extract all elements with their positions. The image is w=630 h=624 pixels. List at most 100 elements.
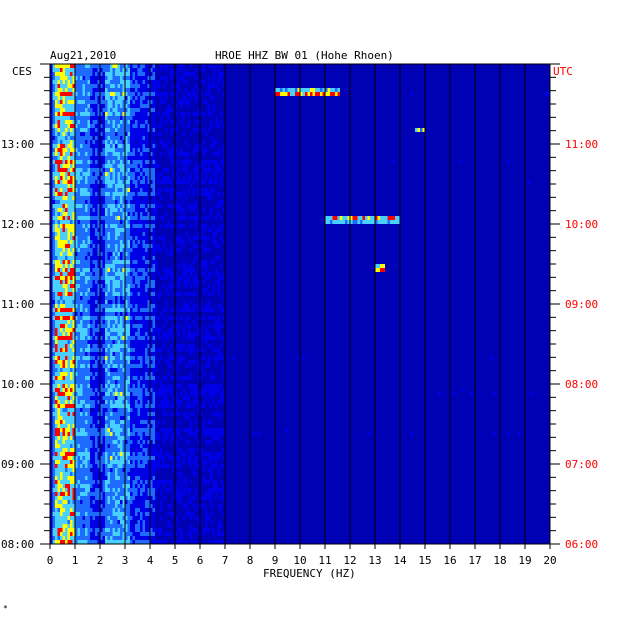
spectrogram-cell — [70, 148, 73, 152]
spectrogram-cell — [160, 76, 163, 80]
spectrogram-cell — [105, 268, 108, 272]
spectrogram-cell — [145, 308, 148, 312]
spectrogram-cell — [205, 384, 208, 388]
spectrogram-cell — [185, 72, 188, 76]
spectrogram-cell — [150, 256, 153, 260]
spectrogram-cell — [160, 140, 163, 144]
spectrogram-cell — [87, 264, 90, 268]
spectrogram-cell — [132, 264, 135, 268]
spectrogram-cell — [132, 88, 135, 92]
spectrogram-cell — [130, 372, 133, 376]
spectrogram-cell — [160, 152, 163, 156]
spectrogram-cell — [107, 300, 110, 304]
spectrogram-cell — [202, 64, 205, 68]
spectrogram-cell — [85, 280, 88, 284]
spectrogram-cell — [132, 116, 135, 120]
spectrogram-cell — [200, 188, 203, 192]
spectrogram-cell — [75, 272, 78, 276]
spectrogram-cell — [130, 192, 133, 196]
spectrogram-cell — [52, 276, 55, 280]
spectrogram-cell — [60, 292, 63, 296]
spectrogram-cell — [85, 276, 88, 280]
spectrogram-cell — [142, 172, 145, 176]
spectrogram-cell — [117, 100, 120, 104]
spectrogram-cell — [115, 84, 118, 88]
spectrogram-cell — [142, 432, 145, 436]
spectrogram-cell — [95, 80, 98, 84]
spectrogram-cell — [195, 168, 198, 172]
spectrogram-cell — [192, 304, 195, 308]
spectrogram-cell — [185, 392, 188, 396]
spectrogram-cell — [122, 384, 125, 388]
spectrogram-cell — [62, 304, 65, 308]
spectrogram-cell — [102, 212, 105, 216]
spectrogram-cell — [125, 292, 128, 296]
spectrogram-cell — [57, 140, 60, 144]
spectrogram-cell — [135, 312, 138, 316]
spectrogram-cell — [125, 100, 128, 104]
spectrogram-cell — [150, 320, 153, 324]
spectrogram-cell — [222, 92, 225, 96]
spectrogram-cell — [115, 188, 118, 192]
spectrogram-cell — [147, 308, 150, 312]
spectrogram-cell — [67, 104, 70, 108]
spectrogram-cell — [282, 92, 285, 96]
spectrogram-cell — [180, 308, 183, 312]
spectrogram-cell — [70, 180, 73, 184]
spectrogram-cell — [140, 184, 143, 188]
spectrogram-cell — [77, 92, 80, 96]
spectrogram-cell — [85, 336, 88, 340]
spectrogram-cell — [65, 120, 68, 124]
spectrogram-cell — [117, 400, 120, 404]
spectrogram-cell — [100, 212, 103, 216]
spectrogram-cell — [120, 168, 123, 172]
spectrogram-cell — [80, 248, 83, 252]
spectrogram-cell — [82, 208, 85, 212]
spectrogram-cell — [145, 328, 148, 332]
spectrogram-cell — [145, 160, 148, 164]
spectrogram-cell — [320, 88, 323, 92]
spectrogram-cell — [60, 96, 63, 100]
spectrogram-cell — [140, 372, 143, 376]
spectrogram-cell — [200, 344, 203, 348]
spectrogram-cell — [120, 268, 123, 272]
spectrogram-cell — [202, 400, 205, 404]
spectrogram-cell — [132, 260, 135, 264]
spectrogram-cell — [127, 392, 130, 396]
spectrogram-cell — [85, 396, 88, 400]
spectrogram-cell — [462, 388, 465, 392]
spectrogram-cell — [60, 412, 63, 416]
spectrogram-cell — [55, 88, 58, 92]
spectrogram-cell — [65, 236, 68, 240]
spectrogram-cell — [140, 208, 143, 212]
spectrogram-cell — [195, 92, 198, 96]
spectrogram-cell — [62, 280, 65, 284]
spectrogram-cell — [222, 396, 225, 400]
spectrogram-cell — [357, 220, 360, 224]
spectrogram-cell — [62, 256, 65, 260]
spectrogram-cell — [130, 276, 133, 280]
spectrogram-cell — [147, 184, 150, 188]
spectrogram-cell — [195, 76, 198, 80]
spectrogram-cell — [70, 124, 73, 128]
spectrogram-cell — [112, 272, 115, 276]
spectrogram-cell — [110, 140, 113, 144]
spectrogram-cell — [210, 396, 213, 400]
spectrogram-cell — [120, 420, 123, 424]
spectrogram-cell — [207, 76, 210, 80]
spectrogram-cell — [115, 336, 118, 340]
spectrogram-cell — [190, 184, 193, 188]
spectrogram-cell — [97, 152, 100, 156]
spectrogram-cell — [95, 404, 98, 408]
spectrogram-cell — [125, 412, 128, 416]
spectrogram-cell — [177, 208, 180, 212]
spectrogram-cell — [115, 424, 118, 428]
spectrogram-cell — [62, 116, 65, 120]
spectrogram-cell — [297, 88, 300, 92]
spectrogram-cell — [125, 116, 128, 120]
spectrogram-cell — [127, 252, 130, 256]
spectrogram-cell — [67, 80, 70, 84]
spectrogram-cell — [107, 228, 110, 232]
spectrogram-cell — [150, 212, 153, 216]
spectrogram-cell — [152, 216, 155, 220]
